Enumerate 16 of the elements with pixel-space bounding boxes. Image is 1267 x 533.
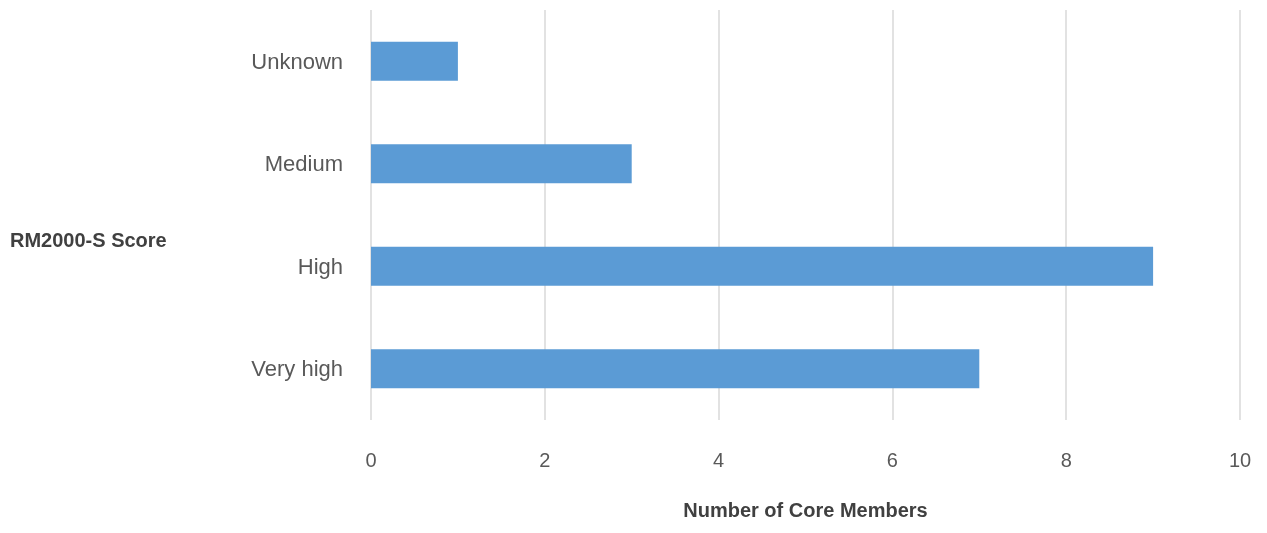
y-tick-label: Very high xyxy=(251,356,343,382)
y-tick-label: Unknown xyxy=(251,48,343,74)
bar xyxy=(371,349,980,389)
y-tick-label: Medium xyxy=(264,151,343,177)
y-tick-label: High xyxy=(297,253,343,279)
y-axis-title: RM2000-S Score xyxy=(10,229,167,251)
bar xyxy=(371,246,1154,286)
x-tick-label: 0 xyxy=(365,449,377,471)
x-tick-label: 10 xyxy=(1228,449,1252,471)
bar xyxy=(371,41,458,81)
x-tick-label: 4 xyxy=(713,449,725,471)
x-tick-label: 2 xyxy=(539,449,551,471)
x-axis-title: Number of Core Members xyxy=(683,499,928,521)
bar xyxy=(371,144,632,184)
x-tick-label: 6 xyxy=(886,449,898,471)
x-tick-label: 8 xyxy=(1060,449,1072,471)
